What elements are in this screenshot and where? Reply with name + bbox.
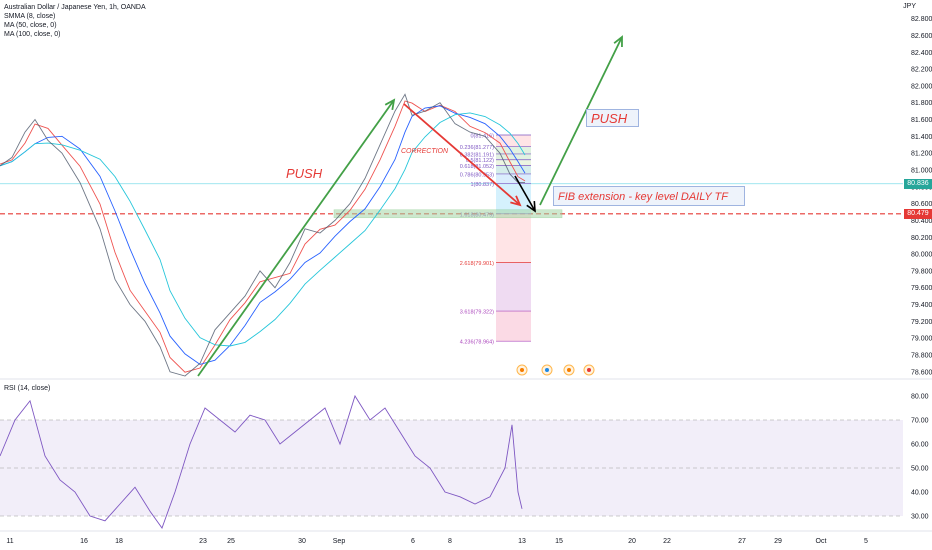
rsi-tick-label: 60.00	[911, 442, 929, 449]
price-series-line	[0, 93, 525, 377]
price-tick-label: 79.400	[911, 302, 932, 309]
price-tick-label: 79.800	[911, 268, 932, 275]
currency-label: JPY	[903, 3, 916, 10]
correction-label: CORRECTION	[401, 148, 449, 155]
price-tick-label: 81.600	[911, 117, 932, 124]
push-arrow-left	[197, 99, 395, 377]
price-tick-label: 82.200	[911, 67, 932, 74]
time-tick-label: 13	[518, 538, 526, 545]
legend-smma: SMMA (8, close)	[4, 13, 56, 20]
push-label-right: PUSH	[586, 109, 639, 127]
price-tick-label: 80.400	[911, 218, 932, 225]
smma-line	[0, 100, 526, 373]
correction-arrow-head	[510, 195, 522, 207]
fib-level-label: 1(80.837)	[470, 182, 494, 188]
fib-level-label: 4.236(78.964)	[460, 340, 494, 346]
price-tick-label: 82.400	[911, 50, 932, 57]
rsi-tick-label: 80.00	[911, 394, 929, 401]
price-tick-label: 81.400	[911, 134, 932, 141]
key-level-badge: 80.479	[904, 208, 932, 219]
time-tick-label: 11	[6, 538, 13, 545]
push-arrow-right-head	[613, 35, 623, 48]
fib-level-label: 0(81.416)	[470, 133, 494, 139]
fib-level-label: 3.618(79.322)	[460, 310, 494, 316]
price-tick-label: 81.800	[911, 100, 932, 107]
chart-legend: Australian Dollar / Japanese Yen, 1h, OA…	[4, 3, 146, 39]
time-tick-label: 6	[411, 538, 415, 545]
price-tick-label: 80.200	[911, 235, 932, 242]
price-tick-label: 78.800	[911, 352, 932, 359]
price-tick-label: 79.600	[911, 285, 932, 292]
price-tick-label: 81.200	[911, 151, 932, 158]
fib-zone	[496, 262, 531, 312]
event-icon-dot	[545, 368, 549, 372]
time-tick-label: 22	[663, 538, 671, 545]
rsi-tick-label: 30.00	[911, 514, 929, 521]
rsi-series-line	[0, 394, 523, 529]
push-arrow-right	[539, 36, 623, 206]
time-tick-label: Sep	[333, 538, 346, 545]
legend-title: Australian Dollar / Japanese Yen, 1h, OA…	[4, 4, 146, 11]
price-tick-label: 78.600	[911, 369, 932, 376]
key-level-zone	[333, 209, 563, 219]
rsi-tick-label: 50.00	[911, 466, 929, 473]
fib-level-label: 0.786(80.953)	[460, 172, 494, 178]
fib-zone	[496, 165, 531, 174]
push-label-left: PUSH	[286, 166, 323, 181]
time-tick-label: 27	[738, 538, 746, 545]
fib-extension-note: FIB extension - key level DAILY TF	[553, 186, 745, 206]
price-tick-label: 80.600	[911, 201, 932, 208]
time-tick-label: 25	[227, 538, 235, 545]
time-tick-label: 30	[298, 538, 306, 545]
event-icon-dot	[520, 368, 524, 372]
time-tick-label: 29	[774, 538, 782, 545]
price-tick-label: 82.000	[911, 83, 932, 90]
rsi-tick-label: 40.00	[911, 490, 929, 497]
rsi-legend: RSI (14, close)	[4, 385, 51, 392]
price-tick-label: 80.000	[911, 252, 932, 259]
time-tick-label: Oct	[816, 538, 827, 545]
price-tick-label: 82.800	[911, 16, 932, 23]
fib-level-label: 0.5(81.122)	[466, 158, 494, 164]
fib-level-label: 2.618(79.901)	[460, 261, 494, 267]
legend-ma50: MA (50, close, 0)	[4, 22, 57, 29]
time-tick-label: 16	[80, 538, 88, 545]
time-tick-label: 15	[555, 538, 563, 545]
time-tick-label: 20	[628, 538, 636, 545]
target-arrow-head	[526, 200, 536, 213]
rsi-tick-label: 70.00	[911, 418, 929, 425]
ma50-line	[0, 105, 526, 365]
time-tick-label: 18	[115, 538, 123, 545]
legend-ma100: MA (100, close, 0)	[4, 31, 61, 38]
fib-zone	[496, 153, 531, 160]
time-tick-label: 8	[448, 538, 452, 545]
time-tick-label: 5	[864, 538, 868, 545]
correction-arrow	[403, 103, 521, 206]
price-tick-label: 79.000	[911, 336, 932, 343]
fib-zone	[496, 134, 531, 147]
price-tick-label: 82.600	[911, 33, 932, 40]
fib-zone	[496, 213, 531, 263]
fib-zone	[496, 159, 531, 166]
last-price-badge: 80.836	[904, 178, 932, 189]
event-icon-dot	[587, 368, 591, 372]
target-arrow	[514, 175, 536, 212]
fib-level-label: 0.382(81.191)	[460, 152, 494, 158]
price-tick-label: 79.200	[911, 319, 932, 326]
price-tick-label: 81.000	[911, 167, 932, 174]
fib-zone	[496, 173, 531, 184]
fib-level-label: 0.236(81.277)	[460, 145, 494, 151]
fib-zone	[496, 146, 531, 154]
time-tick-label: 23	[199, 538, 207, 545]
push-arrow-left-head	[384, 98, 396, 111]
event-icon-dot	[567, 368, 571, 372]
fib-zone	[496, 311, 531, 342]
